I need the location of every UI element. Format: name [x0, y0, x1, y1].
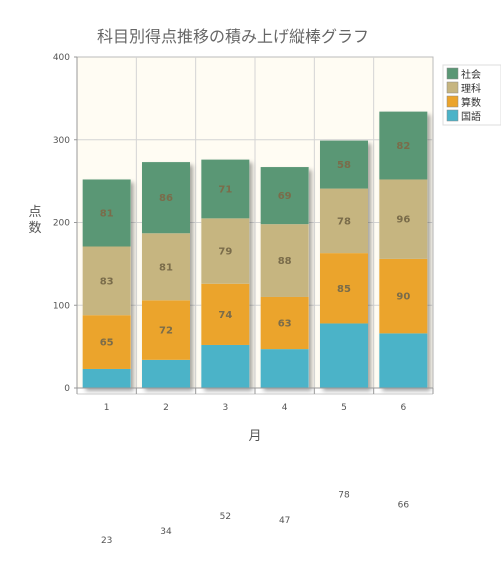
chart-title: 科目別得点推移の積み上げ縦棒グラフ	[97, 27, 369, 46]
y-tick-label: 400	[53, 53, 70, 63]
bar-segment	[201, 283, 250, 345]
y-tick-label: 200	[53, 219, 70, 229]
data-label: 78	[338, 490, 350, 500]
bar-segment	[320, 253, 368, 324]
data-label: 69	[278, 191, 292, 202]
data-label: 74	[218, 310, 232, 321]
bar-segment	[201, 218, 250, 284]
legend-swatch	[446, 81, 459, 94]
bar-segment	[260, 167, 309, 225]
bar-segment	[379, 333, 428, 388]
bar-segment	[379, 111, 428, 180]
y-tick-label: 0	[64, 384, 70, 394]
bar-segment	[142, 359, 190, 388]
axis-layer: 0 100 200 300 400 1 2 3 4 5 6	[53, 53, 434, 413]
data-label: 34	[160, 527, 172, 537]
y-axis-title-char: 数	[28, 221, 41, 236]
x-tick-label: 6	[400, 403, 406, 413]
x-axis-title: 月	[248, 429, 261, 444]
legend-label: 算数	[461, 96, 481, 109]
data-label: 86	[159, 193, 173, 204]
bar-segment	[82, 246, 131, 316]
x-tick-label: 5	[341, 403, 347, 413]
bars-layer: 65 83 81 72 81 86 74 79 71 63 88 69 85 78 58 90 96 82	[82, 111, 428, 389]
x-tick-label: 3	[222, 403, 228, 413]
bar-segment	[260, 296, 309, 350]
y-axis-title: 点数	[28, 205, 41, 236]
bar-segment	[82, 315, 131, 369]
data-label: 88	[278, 256, 292, 267]
data-label: 82	[396, 141, 410, 152]
data-label: 85	[337, 284, 351, 295]
data-label: 81	[100, 208, 114, 219]
data-label: 23	[101, 536, 112, 546]
legend-swatch	[446, 67, 459, 80]
bar-segment	[142, 162, 190, 234]
data-label: 65	[100, 338, 114, 349]
bar-segment	[201, 344, 250, 388]
legend-swatch	[446, 109, 459, 122]
data-label: 71	[218, 184, 232, 195]
data-label: 96	[396, 215, 410, 226]
grid-layer	[77, 57, 433, 388]
data-label: 66	[398, 500, 410, 510]
data-label: 63	[278, 319, 292, 330]
x-tick-label: 4	[282, 403, 288, 413]
bar-segment	[320, 323, 368, 388]
bar-segment	[142, 300, 190, 360]
x-tick-label: 1	[104, 403, 110, 413]
x-tick-label: 2	[163, 403, 169, 413]
bar-segment	[260, 349, 309, 388]
data-label: 72	[159, 326, 173, 337]
bar-segment	[320, 140, 368, 189]
bar-segment	[82, 368, 131, 388]
data-label: 79	[218, 247, 232, 258]
bar-segment	[82, 179, 131, 247]
bottom-value-labels: 23 34 52 47 78 66	[101, 490, 409, 546]
y-tick-label: 300	[53, 136, 70, 146]
data-label: 47	[279, 516, 290, 526]
y-tick-label: 100	[53, 301, 70, 311]
bar-segment	[201, 159, 250, 219]
legend-label: 国語	[461, 110, 481, 123]
bar-segment	[260, 224, 309, 297]
bar-segment	[379, 179, 428, 259]
legend-label: 社会	[461, 68, 481, 81]
bar-segment	[142, 233, 190, 301]
legend-swatch	[446, 95, 459, 108]
bar-segment	[379, 258, 428, 334]
data-label: 81	[159, 262, 173, 273]
data-label: 58	[337, 160, 351, 171]
data-label: 52	[220, 512, 231, 522]
y-axis-title-char: 点	[28, 205, 41, 220]
data-label: 78	[337, 216, 351, 227]
legend-label: 理科	[461, 82, 481, 95]
data-label: 83	[100, 276, 114, 287]
bar-segment	[320, 188, 368, 254]
data-label: 90	[396, 292, 410, 303]
